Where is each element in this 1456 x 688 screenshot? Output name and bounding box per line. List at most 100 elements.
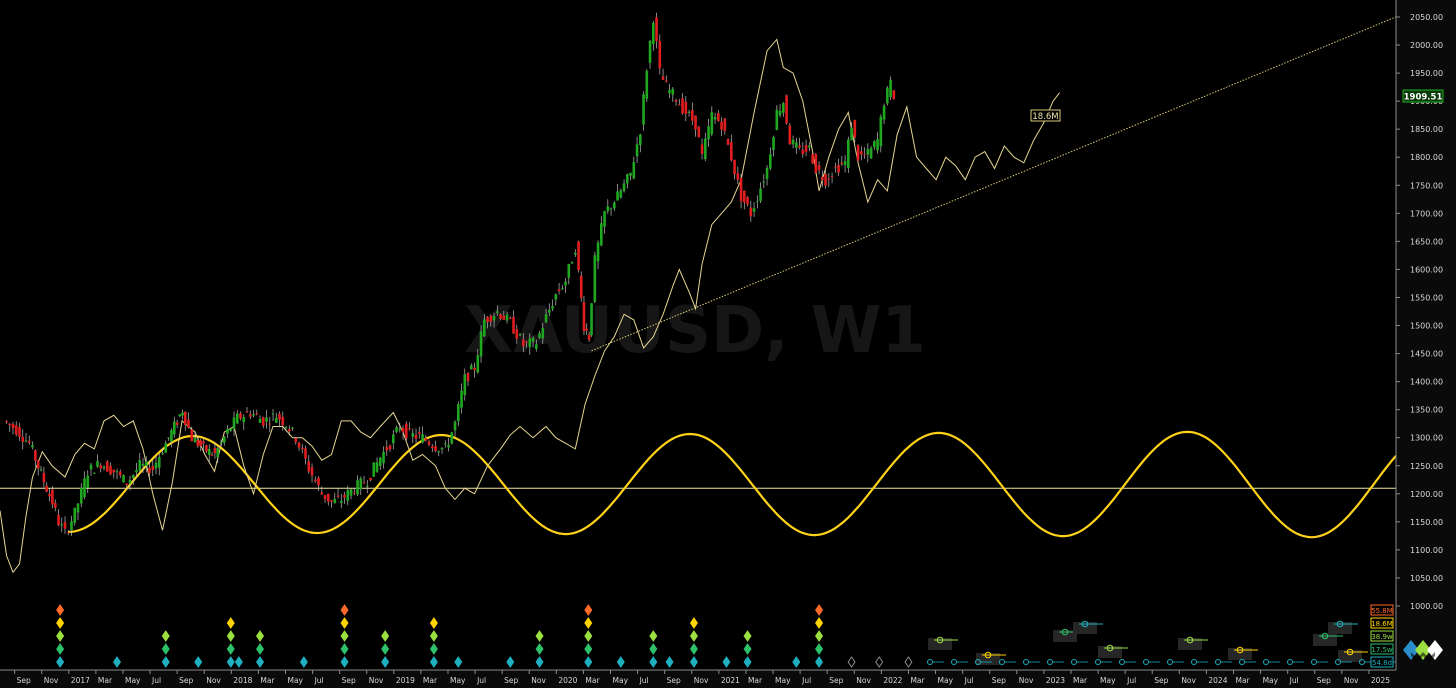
candle-up bbox=[157, 457, 161, 468]
cycle-trough-diamond bbox=[340, 617, 349, 629]
candle-down bbox=[187, 419, 190, 428]
candle-down bbox=[57, 514, 60, 526]
candle-down bbox=[678, 104, 681, 106]
time-tick-label: Nov bbox=[44, 676, 59, 685]
cycle-trough-diamond bbox=[535, 630, 544, 642]
candle-up bbox=[450, 432, 454, 444]
projection-shade bbox=[928, 638, 952, 650]
candle-up bbox=[866, 149, 870, 155]
price-tick-label: 1700.00 bbox=[1410, 209, 1443, 218]
candle-down bbox=[804, 145, 808, 152]
time-tick-label: May bbox=[775, 676, 791, 685]
candle-up bbox=[382, 451, 385, 464]
candle-up bbox=[707, 126, 710, 140]
time-axis: Sep Nov 2017 Mar May Jul Sep Nov 2018 Mar May Jul Se… bbox=[14, 670, 1390, 685]
price-tick-label: 1750.00 bbox=[1410, 181, 1443, 190]
cycle-trough-diamond bbox=[381, 630, 390, 642]
candle-up bbox=[271, 413, 275, 415]
cycle-trough-diamond bbox=[256, 630, 265, 642]
price-tick-label: 1350.00 bbox=[1410, 406, 1443, 415]
candle-down bbox=[434, 446, 437, 452]
cycle-legend-badge bbox=[1370, 656, 1394, 668]
candle-up bbox=[333, 498, 337, 504]
candle-up bbox=[76, 503, 80, 513]
candle-up bbox=[847, 139, 850, 168]
cycle-trough-diamond bbox=[649, 656, 658, 668]
cycle-trough-diamond bbox=[506, 656, 515, 668]
price-tick-label: 1550.00 bbox=[1410, 293, 1443, 302]
projection-node-54-8d bbox=[1047, 659, 1053, 665]
candle-up bbox=[629, 172, 632, 176]
projection-shade bbox=[1338, 650, 1362, 662]
cycle-trough-diamond bbox=[429, 617, 438, 629]
cycle-trough-diamond bbox=[665, 656, 674, 668]
cycle-trough-diamond bbox=[340, 643, 349, 655]
time-tick-label: 2019 bbox=[396, 676, 415, 685]
time-tick-label: Sep bbox=[1317, 676, 1331, 685]
price-tick-label: 1200.00 bbox=[1410, 490, 1443, 499]
time-tick-label: Jul bbox=[151, 676, 161, 685]
candle-up bbox=[791, 139, 795, 145]
candle-up bbox=[102, 466, 106, 469]
time-tick-label: 2020 bbox=[558, 676, 577, 685]
cycle-trough-diamond bbox=[584, 630, 593, 642]
candle-down bbox=[336, 495, 340, 497]
candle-down bbox=[726, 139, 730, 145]
time-tick-label: Nov bbox=[694, 676, 709, 685]
cycle-trough-diamond bbox=[194, 656, 203, 668]
time-tick-label: Mar bbox=[423, 676, 438, 685]
candle-up bbox=[626, 174, 629, 184]
candle-up bbox=[398, 429, 402, 431]
cycle-trough-diamond bbox=[226, 643, 235, 655]
candle-down bbox=[798, 145, 801, 148]
candle-down bbox=[515, 329, 519, 339]
candle-down bbox=[830, 176, 834, 178]
candle-up bbox=[671, 88, 675, 95]
time-tick-label: May bbox=[125, 676, 141, 685]
projection-node-54-8d bbox=[999, 659, 1005, 665]
price-axis-background bbox=[1396, 0, 1456, 670]
candle-up bbox=[70, 521, 73, 531]
candle-down bbox=[109, 465, 112, 475]
candle-down bbox=[245, 411, 249, 413]
candle-down bbox=[190, 429, 194, 442]
candle-down bbox=[213, 447, 217, 454]
last-price-badge: 1909.51 bbox=[1402, 89, 1444, 103]
candle-down bbox=[199, 440, 203, 447]
candle-up bbox=[115, 471, 119, 473]
candle-up bbox=[411, 433, 415, 437]
candle-down bbox=[691, 110, 694, 121]
candle-down bbox=[502, 315, 506, 320]
price-tick-label: 2000.00 bbox=[1410, 41, 1443, 50]
time-tick-label: Sep bbox=[667, 676, 681, 685]
time-tick-label: May bbox=[450, 676, 466, 685]
cycle-trough-diamond bbox=[226, 617, 235, 629]
logo-middle-diamond bbox=[1415, 640, 1431, 660]
candle-up bbox=[86, 475, 90, 488]
cycle-trough-diamond bbox=[815, 604, 824, 616]
candle-down bbox=[577, 241, 580, 271]
candle-down bbox=[53, 502, 57, 508]
candle-up bbox=[138, 459, 142, 471]
candle-up bbox=[668, 89, 671, 94]
projection-node-54-8d bbox=[1023, 659, 1029, 665]
cycle-trough-diamond bbox=[56, 617, 65, 629]
cycle-legend-badge bbox=[1370, 604, 1394, 616]
candle-down bbox=[268, 423, 272, 425]
candle-up bbox=[534, 344, 538, 349]
cycle-trough-diamond bbox=[689, 617, 698, 629]
cycle-indicator-panel: 55.8M 18.6M 38.9w 17.5w 54.8d bbox=[56, 604, 1400, 668]
candle-up bbox=[144, 461, 148, 466]
candle-down bbox=[681, 98, 684, 114]
candle-down bbox=[255, 413, 259, 415]
candle-down bbox=[739, 177, 743, 202]
candle-down bbox=[51, 489, 54, 505]
candle-up bbox=[479, 331, 483, 357]
candle-up bbox=[613, 202, 616, 209]
price-tick-label: 1150.00 bbox=[1410, 518, 1443, 527]
candle-up bbox=[782, 103, 785, 113]
candle-up bbox=[619, 190, 623, 198]
time-tick-label: Mar bbox=[98, 676, 113, 685]
candle-down bbox=[746, 197, 749, 205]
